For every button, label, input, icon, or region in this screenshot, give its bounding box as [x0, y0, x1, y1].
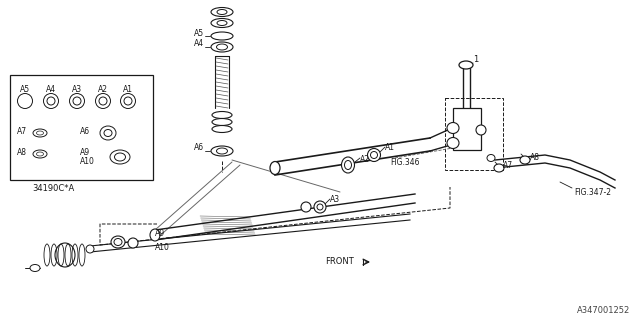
Bar — [10, 75, 153, 180]
Ellipse shape — [73, 97, 81, 105]
Text: A9: A9 — [155, 229, 165, 238]
Ellipse shape — [476, 125, 486, 135]
Text: A3: A3 — [72, 85, 82, 94]
Text: A9: A9 — [80, 148, 90, 157]
Ellipse shape — [317, 204, 323, 210]
Text: A5: A5 — [194, 28, 204, 37]
Ellipse shape — [520, 156, 530, 164]
Ellipse shape — [494, 164, 504, 172]
Text: 1: 1 — [473, 55, 478, 65]
Text: A1: A1 — [385, 143, 395, 152]
Ellipse shape — [124, 97, 132, 105]
Text: A2: A2 — [98, 85, 108, 94]
Text: A10: A10 — [155, 243, 170, 252]
Text: A10: A10 — [80, 157, 95, 166]
Ellipse shape — [301, 202, 311, 212]
Ellipse shape — [150, 229, 160, 241]
Ellipse shape — [211, 42, 233, 52]
Ellipse shape — [216, 148, 227, 154]
Ellipse shape — [55, 243, 75, 267]
Ellipse shape — [120, 93, 136, 108]
Ellipse shape — [99, 97, 107, 105]
Ellipse shape — [212, 118, 232, 125]
Ellipse shape — [217, 10, 227, 14]
Text: A7: A7 — [503, 162, 513, 171]
Ellipse shape — [367, 148, 381, 162]
Text: A7: A7 — [17, 127, 27, 136]
Text: FRONT: FRONT — [325, 258, 354, 267]
Text: A2: A2 — [360, 155, 370, 164]
Ellipse shape — [487, 155, 495, 162]
Text: A1: A1 — [123, 85, 133, 94]
Ellipse shape — [128, 238, 138, 248]
Bar — [453, 108, 481, 150]
Ellipse shape — [44, 93, 58, 108]
Ellipse shape — [447, 138, 459, 148]
Ellipse shape — [95, 93, 111, 108]
Text: A8: A8 — [530, 154, 540, 163]
Ellipse shape — [211, 19, 233, 28]
Ellipse shape — [459, 61, 473, 69]
Ellipse shape — [371, 151, 378, 158]
Ellipse shape — [86, 245, 94, 253]
Ellipse shape — [33, 129, 47, 137]
Ellipse shape — [217, 20, 227, 26]
Ellipse shape — [115, 153, 125, 161]
Ellipse shape — [211, 7, 233, 17]
Ellipse shape — [270, 162, 280, 174]
Text: FIG.347-2: FIG.347-2 — [574, 188, 611, 197]
Ellipse shape — [344, 161, 351, 170]
Text: A4: A4 — [194, 39, 204, 49]
Text: A3: A3 — [330, 195, 340, 204]
Text: A5: A5 — [20, 85, 30, 94]
Ellipse shape — [212, 125, 232, 132]
Text: A347001252: A347001252 — [577, 306, 630, 315]
Ellipse shape — [314, 201, 326, 213]
Ellipse shape — [30, 265, 40, 271]
Ellipse shape — [104, 130, 112, 137]
Ellipse shape — [110, 150, 130, 164]
Text: 34190C*A: 34190C*A — [32, 184, 74, 193]
Ellipse shape — [100, 126, 116, 140]
Ellipse shape — [17, 93, 33, 108]
Text: A6: A6 — [80, 127, 90, 136]
Ellipse shape — [216, 44, 227, 50]
Bar — [445, 98, 503, 170]
Text: A4: A4 — [46, 85, 56, 94]
Ellipse shape — [111, 236, 125, 248]
Ellipse shape — [114, 238, 122, 245]
Ellipse shape — [36, 131, 44, 135]
Ellipse shape — [47, 97, 55, 105]
Ellipse shape — [211, 146, 233, 156]
Ellipse shape — [33, 150, 47, 158]
Ellipse shape — [70, 93, 84, 108]
Text: FIG.346: FIG.346 — [390, 158, 419, 167]
Ellipse shape — [211, 32, 233, 40]
Ellipse shape — [447, 123, 459, 133]
Text: A8: A8 — [17, 148, 27, 157]
Ellipse shape — [342, 157, 355, 173]
Ellipse shape — [212, 111, 232, 118]
Ellipse shape — [36, 152, 44, 156]
Text: A6: A6 — [194, 143, 204, 153]
